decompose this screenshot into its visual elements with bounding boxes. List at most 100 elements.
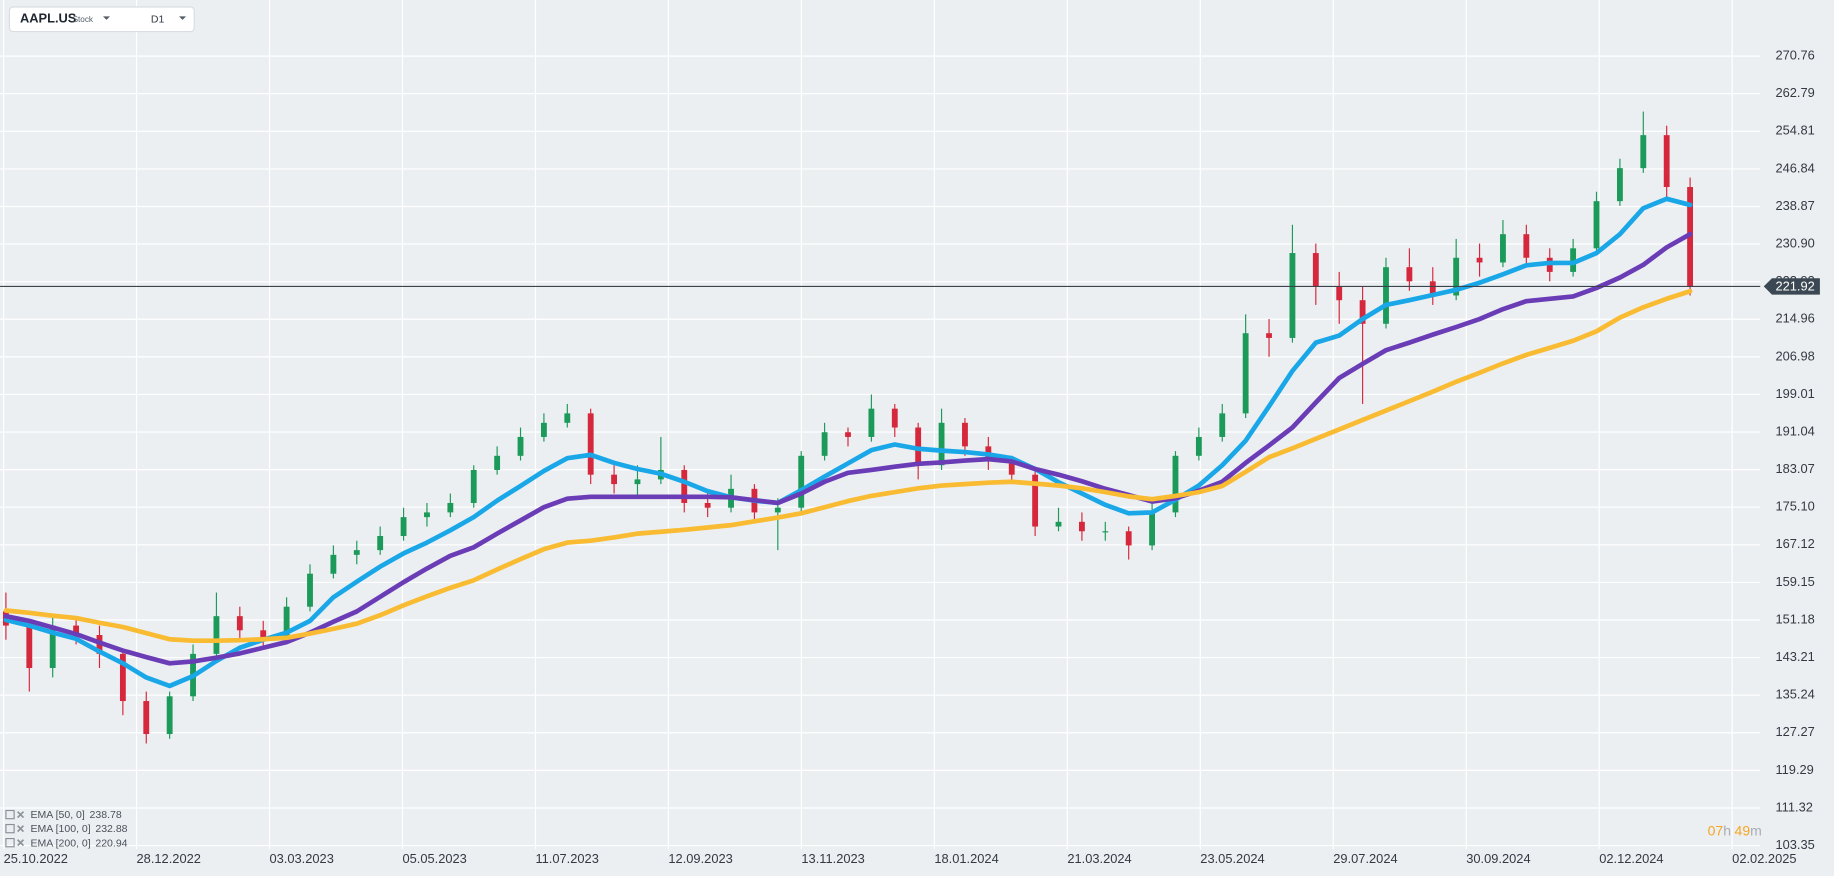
candle-body bbox=[1336, 286, 1343, 301]
legend-remove-icon bbox=[17, 811, 25, 819]
y-tick-label: 214.96 bbox=[1775, 311, 1814, 326]
candle-body bbox=[821, 432, 828, 456]
candle-body bbox=[1172, 455, 1179, 513]
candle-body bbox=[49, 625, 56, 669]
candle-body bbox=[868, 408, 875, 437]
x-tick-label: 23.05.2024 bbox=[1200, 851, 1264, 866]
legend-icon bbox=[5, 837, 15, 848]
ema-line bbox=[3, 288, 1693, 644]
x-tick-label: 11.07.2023 bbox=[535, 851, 598, 866]
candle-body bbox=[1593, 201, 1600, 249]
candle-body bbox=[143, 701, 150, 735]
countdown: 07h 49m bbox=[1708, 822, 1762, 838]
symbol-dropdown-arrow[interactable] bbox=[102, 16, 111, 20]
y-tick-label: 246.84 bbox=[1775, 160, 1814, 175]
y-tick-label: 230.90 bbox=[1775, 235, 1814, 250]
candle-body bbox=[962, 422, 968, 447]
candle-body bbox=[1008, 460, 1015, 475]
candle-body bbox=[1383, 267, 1389, 324]
y-tick-label: 127.27 bbox=[1775, 724, 1814, 739]
y-tick-label: 183.07 bbox=[1775, 461, 1814, 476]
x-tick-label: 02.12.2024 bbox=[1599, 851, 1663, 866]
legend-icon bbox=[5, 809, 15, 820]
legend-entry: EMA [50, 0] 238.78 bbox=[30, 809, 121, 821]
candle-body bbox=[213, 616, 220, 654]
candle-body bbox=[353, 550, 360, 555]
legend-remove-icon bbox=[17, 839, 25, 847]
candle-body bbox=[494, 455, 501, 470]
candle-body bbox=[26, 625, 33, 669]
x-tick-label: 25.10.2022 bbox=[4, 851, 68, 866]
symbol-name[interactable]: AAPL.US bbox=[20, 11, 77, 26]
legend-icon bbox=[5, 823, 15, 834]
timeframe[interactable]: D1 bbox=[151, 14, 165, 26]
candle-body bbox=[1149, 512, 1156, 546]
candle-body bbox=[1570, 248, 1577, 272]
candle-body bbox=[1219, 413, 1226, 437]
x-tick-label: 12.09.2023 bbox=[668, 851, 732, 866]
symbol-selector[interactable]: AAPL.US Stock D1 bbox=[8, 6, 195, 33]
candle-body bbox=[1242, 333, 1249, 414]
candle-body bbox=[517, 436, 524, 456]
candle-body bbox=[1078, 521, 1085, 532]
legend-value: 238.78 bbox=[90, 809, 122, 821]
candle-body bbox=[1055, 521, 1062, 527]
legend-name: EMA [50, 0] bbox=[30, 809, 84, 821]
legend-name: EMA [200, 0] bbox=[30, 837, 90, 849]
x-tick-label: 02.02.2025 bbox=[1732, 851, 1796, 866]
y-tick-label: 151.18 bbox=[1775, 611, 1814, 626]
plot-area bbox=[0, 111, 1761, 744]
x-tick-label: 03.03.2023 bbox=[270, 851, 334, 866]
x-tick-label: 30.09.2024 bbox=[1466, 851, 1530, 866]
candle-body bbox=[470, 469, 477, 503]
y-tick-label: 191.04 bbox=[1775, 423, 1814, 438]
candle-body bbox=[1032, 474, 1039, 527]
countdown-minutes: 49 bbox=[1735, 822, 1751, 838]
candle-body bbox=[260, 630, 267, 640]
candle-body bbox=[540, 422, 547, 437]
candle-body bbox=[119, 653, 126, 702]
candle-body bbox=[236, 616, 243, 631]
last-price-label: 221.92 bbox=[1775, 278, 1814, 293]
y-tick-label: 159.15 bbox=[1775, 574, 1814, 589]
y-tick-label: 175.10 bbox=[1775, 499, 1814, 514]
candle-body bbox=[307, 573, 313, 607]
candle-body bbox=[1406, 267, 1413, 282]
candle-body bbox=[1663, 135, 1670, 188]
candle-body bbox=[166, 696, 173, 735]
last-price-tag bbox=[1763, 278, 1820, 295]
candle-body bbox=[845, 432, 851, 437]
candle-body bbox=[774, 507, 781, 513]
candle-body bbox=[400, 517, 407, 536]
y-tick-label: 262.79 bbox=[1775, 85, 1814, 100]
y-tick-label: 103.35 bbox=[1775, 837, 1814, 852]
candle-body bbox=[447, 502, 454, 513]
x-tick-label: 13.11.2023 bbox=[801, 851, 864, 866]
x-tick-label: 28.12.2022 bbox=[137, 851, 201, 866]
y-tick-label: 238.87 bbox=[1775, 198, 1814, 213]
candle-body bbox=[330, 554, 337, 574]
axes: 103.35 111.32 119.29 127.27 135.24 143.21 151.… bbox=[4, 48, 1820, 866]
countdown-hours-unit: h bbox=[1723, 822, 1731, 838]
candle-body bbox=[1102, 531, 1109, 533]
candle-body bbox=[1429, 281, 1436, 296]
candle-body bbox=[1312, 253, 1319, 287]
ema-line bbox=[3, 231, 1693, 666]
countdown-hours: 07 bbox=[1708, 822, 1724, 838]
symbol-box[interactable] bbox=[8, 6, 195, 33]
candle-body bbox=[1453, 257, 1460, 296]
candle-body bbox=[424, 512, 430, 518]
candle-body bbox=[891, 408, 898, 428]
candle-body bbox=[1616, 168, 1623, 202]
legend-name: EMA [100, 0] bbox=[30, 823, 90, 835]
candle-body bbox=[1125, 531, 1132, 546]
timeframe-dropdown-arrow[interactable] bbox=[179, 16, 187, 20]
y-tick-label: 206.98 bbox=[1775, 348, 1814, 363]
candle-body bbox=[1500, 234, 1506, 263]
candle-body bbox=[1640, 135, 1647, 169]
x-tick-label: 21.03.2024 bbox=[1067, 851, 1131, 866]
candle-body bbox=[681, 469, 688, 503]
y-tick-label: 270.76 bbox=[1775, 48, 1814, 63]
